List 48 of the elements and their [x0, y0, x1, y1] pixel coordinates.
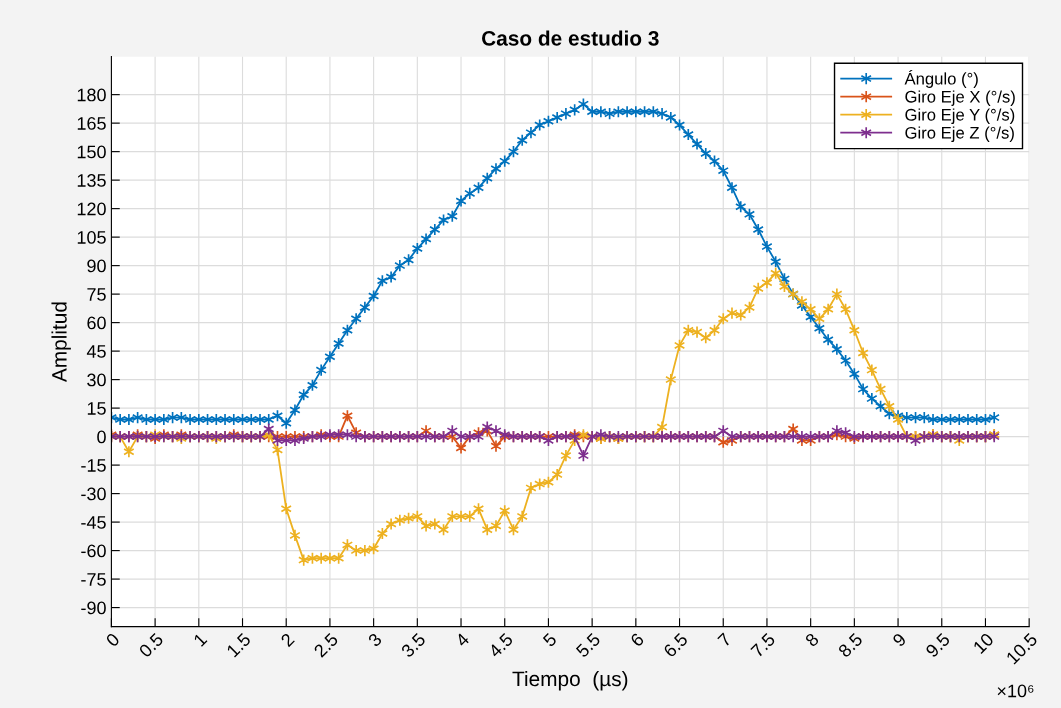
x-tick-label: 6 — [629, 632, 645, 648]
y-tick-label: 150 — [77, 145, 106, 159]
x-tick-label: 4 — [454, 632, 470, 648]
x-tick-label: 5 — [542, 632, 558, 648]
x-tick-label: 10 — [972, 632, 995, 655]
legend-label: Giro Eje Y (°/s) — [905, 108, 1015, 124]
y-tick-label: 180 — [77, 88, 106, 102]
y-axis-title: Amplitud — [51, 302, 71, 383]
x-tick-label: 5.5 — [575, 632, 601, 659]
y-tick-label: 105 — [77, 231, 106, 244]
x-tick-label: 2.5 — [313, 632, 339, 658]
y-tick-label: 165 — [77, 117, 106, 130]
y-tick-label: 90 — [87, 259, 106, 273]
legend-label: Ángulo (°) — [904, 69, 978, 88]
chart-title: Caso de estudio 3 — [482, 30, 659, 46]
x-tick-label: 3 — [367, 632, 383, 648]
x-tick-label: 2 — [280, 632, 295, 648]
x-tick-label: 3.5 — [400, 632, 427, 659]
y-tick-label: -15 — [81, 459, 106, 472]
x-tick-label: 9 — [891, 632, 907, 648]
x-tick-label: 1.5 — [226, 632, 252, 658]
y-tick-label: 135 — [77, 174, 106, 187]
y-tick-label: -75 — [81, 573, 106, 586]
x-tick-label: 0.5 — [138, 632, 164, 659]
y-tick-label: 45 — [86, 345, 106, 358]
y-tick-label: -90 — [81, 601, 106, 615]
x-tick-label: 8 — [804, 632, 820, 648]
x-tick-label: 4.5 — [487, 632, 514, 659]
y-tick-label: 30 — [87, 373, 106, 387]
y-tick-label: -60 — [81, 544, 106, 558]
y-tick-label: 120 — [77, 202, 106, 216]
x-tick-label: 7.5 — [750, 632, 776, 658]
y-tick-label: 60 — [87, 316, 106, 330]
y-tick-label: 75 — [87, 288, 106, 301]
x-tick-label: 9.5 — [924, 632, 951, 658]
legend-label: Giro Eje X (°/s) — [905, 90, 1015, 106]
y-tick-label: -30 — [81, 487, 106, 501]
legend-label: Giro Eje Z (°/s) — [905, 126, 1014, 142]
text: ×10⁶ — [997, 684, 1034, 698]
y-tick-label: 0 — [97, 430, 106, 444]
x-axis-title: Tiempo (µs) — [512, 670, 628, 691]
x-tick-label: 0 — [105, 632, 121, 648]
x-tick-label: 1 — [193, 632, 208, 647]
y-tick-label: -45 — [81, 516, 106, 529]
x-tick-label: 8.5 — [837, 632, 864, 659]
x-tick-label: 7 — [717, 632, 732, 648]
y-tick-label: 15 — [87, 402, 106, 415]
x-tick-label: 6.5 — [662, 632, 689, 658]
